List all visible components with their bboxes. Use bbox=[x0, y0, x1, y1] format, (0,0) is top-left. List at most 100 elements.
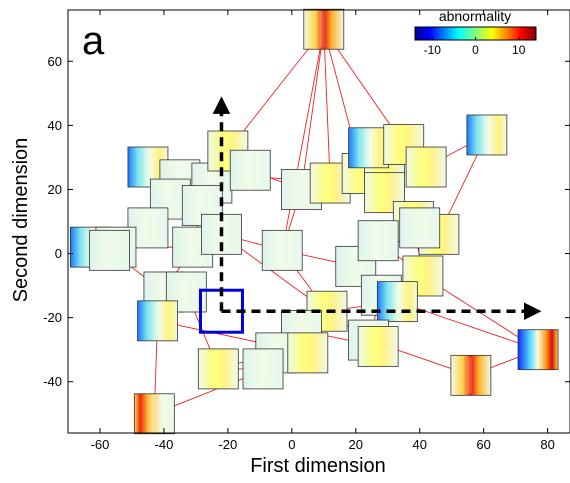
colorbar-ticks: -10 0 10 bbox=[424, 37, 526, 57]
thumbnail-marker bbox=[376, 281, 418, 323]
x-tick-label: 80 bbox=[540, 437, 554, 452]
thumbnail-streak bbox=[326, 165, 332, 202]
thumbnail-image bbox=[357, 326, 399, 367]
thumbnail-marker bbox=[261, 229, 303, 271]
thumbnail-streak bbox=[380, 174, 386, 211]
arrows-overlay bbox=[198, 96, 542, 334]
thumbnail-streak bbox=[143, 209, 149, 246]
x-axis: -60 -40 -20 0 20 40 60 80 bbox=[91, 10, 555, 452]
thumbnail-streak bbox=[86, 229, 92, 266]
thumbnail-marker bbox=[348, 127, 389, 169]
thumbnail-marker bbox=[466, 114, 508, 156]
thumbnail-streak bbox=[422, 149, 428, 186]
x-tick-label: 60 bbox=[476, 437, 490, 452]
network-edge bbox=[300, 29, 325, 190]
thumbnail-streak bbox=[153, 302, 159, 339]
thumbnail-image bbox=[287, 332, 329, 374]
y-tick-label: 0 bbox=[55, 246, 62, 261]
thumbnail-streak bbox=[466, 357, 472, 394]
thumbnail-marker bbox=[450, 354, 492, 396]
x-tick-label: 20 bbox=[349, 437, 363, 452]
network-edge bbox=[281, 29, 325, 251]
thumbnail-image bbox=[405, 146, 447, 188]
thumbnail-streak bbox=[105, 232, 111, 269]
thumbnail-image bbox=[376, 281, 418, 323]
x-tick-label: 0 bbox=[288, 437, 295, 452]
thumbnail-streak bbox=[214, 350, 220, 387]
thumbnail-streak bbox=[207, 165, 213, 202]
thumbnail-streak bbox=[198, 187, 204, 224]
thumbnail-streak bbox=[393, 283, 399, 320]
network-edge bbox=[397, 301, 539, 351]
thumbnail-marker bbox=[242, 348, 284, 390]
thumbnail-streak bbox=[259, 350, 265, 387]
y-tick-label: 20 bbox=[48, 182, 62, 197]
thumbnail-streak bbox=[418, 257, 424, 294]
x-tick-label: 40 bbox=[412, 437, 426, 452]
thumbnail-marker bbox=[517, 329, 559, 371]
thumbnail-streak bbox=[399, 126, 405, 163]
thumbnail-markers bbox=[69, 8, 559, 435]
thumbnail-streak bbox=[297, 171, 303, 208]
thumbnail-streak bbox=[303, 334, 309, 371]
thumbnail-streak bbox=[358, 155, 364, 192]
thumbnail-image bbox=[517, 329, 559, 371]
thumbnail-streak bbox=[374, 328, 380, 365]
network-edge bbox=[323, 29, 331, 184]
thumbnail-streak bbox=[150, 395, 156, 432]
thumbnail-streak bbox=[322, 293, 328, 330]
thumbnail-image bbox=[229, 149, 271, 191]
x-tick-label: -60 bbox=[91, 437, 110, 452]
thumbnail-marker bbox=[89, 229, 130, 271]
thumbnail-marker bbox=[137, 300, 178, 342]
thumbnail-streak bbox=[415, 209, 421, 246]
thumbnail-image bbox=[133, 393, 175, 435]
colorbar-tick-label: 0 bbox=[472, 43, 479, 57]
colorbar: abnormality -10 0 10 bbox=[414, 8, 537, 57]
thumbnail-image bbox=[197, 348, 239, 390]
thumbnail-image bbox=[357, 220, 399, 262]
thumbnail-marker bbox=[357, 220, 399, 262]
thumbnail-streak bbox=[182, 274, 188, 310]
thumbnail-image bbox=[303, 8, 345, 50]
thumbnail-marker bbox=[405, 146, 447, 188]
thumbnail-image bbox=[450, 354, 492, 396]
thumbnail-image bbox=[348, 127, 389, 169]
thumbnail-image bbox=[89, 229, 130, 271]
thumbnail-streak bbox=[143, 149, 149, 186]
thumbnail-streak bbox=[482, 116, 488, 153]
thumbnail-image bbox=[466, 114, 508, 156]
thumbnail-streak bbox=[188, 229, 194, 266]
thumbnail-image bbox=[399, 207, 441, 249]
thumbnail-streak bbox=[297, 312, 303, 349]
y-tick-label: -20 bbox=[43, 310, 62, 325]
thumbnail-marker bbox=[229, 149, 271, 191]
thumbnail-streak bbox=[159, 274, 165, 310]
x-tick-label: -20 bbox=[218, 437, 237, 452]
thumbnail-streak bbox=[364, 129, 370, 166]
thumbnail-marker bbox=[133, 393, 175, 435]
thumbnail-image bbox=[137, 300, 178, 342]
y-tick-label: -40 bbox=[43, 374, 62, 389]
y-tick-label: 60 bbox=[48, 54, 62, 69]
thumbnail-streak bbox=[351, 248, 357, 285]
thumbnail-marker bbox=[197, 348, 239, 390]
thumbnail-image bbox=[242, 348, 284, 390]
thumbnail-streak bbox=[319, 11, 325, 48]
thumbnail-marker bbox=[399, 207, 441, 249]
panel-label: a bbox=[82, 19, 105, 63]
thumbnail-streak bbox=[374, 222, 380, 259]
plot-frame bbox=[67, 9, 570, 434]
colorbar-tick-label: 10 bbox=[512, 43, 526, 57]
x-tick-label: -40 bbox=[155, 437, 174, 452]
thumbnail-streak bbox=[534, 331, 540, 368]
thumbnail-marker bbox=[287, 332, 329, 374]
thumbnail-image bbox=[261, 229, 303, 271]
thumbnail-streak bbox=[246, 152, 252, 189]
y-axis: -40 -20 0 20 40 60 bbox=[43, 54, 570, 389]
x-axis-label: First dimension bbox=[250, 455, 386, 477]
y-axis-label: Second dimension bbox=[10, 138, 32, 303]
thumbnail-streak bbox=[278, 232, 284, 269]
y-tick-label: 40 bbox=[48, 118, 62, 133]
